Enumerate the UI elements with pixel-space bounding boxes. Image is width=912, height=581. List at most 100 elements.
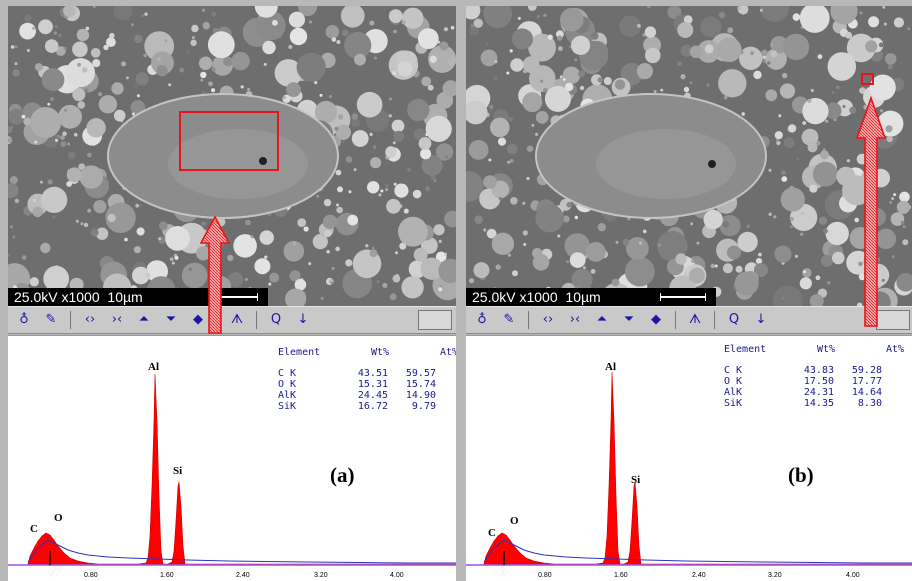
peak-up-icon[interactable]: ⏶	[596, 312, 608, 327]
particle	[772, 285, 803, 306]
particle	[382, 282, 388, 288]
particle	[802, 268, 812, 278]
spectrum-icon[interactable]: ᗑ	[230, 312, 244, 327]
particle	[660, 88, 664, 92]
particle	[483, 175, 497, 189]
particle	[288, 45, 293, 49]
particle	[165, 226, 190, 251]
particle	[73, 132, 78, 137]
particle	[468, 140, 489, 160]
expand-icon[interactable]: ‹›	[542, 312, 554, 327]
particle	[240, 85, 244, 89]
spectrum-icon[interactable]: ᗑ	[688, 312, 702, 327]
particle	[802, 98, 829, 125]
erase-icon[interactable]: ◆	[193, 312, 203, 327]
particle	[603, 77, 612, 85]
particle	[498, 197, 502, 201]
particle	[887, 63, 894, 70]
particle	[523, 69, 527, 74]
peak-down-icon[interactable]: ⏷	[623, 312, 635, 327]
brush-icon[interactable]: ✎	[503, 312, 515, 327]
particle	[746, 224, 751, 229]
particle	[296, 52, 326, 82]
spectrum-fill	[27, 373, 456, 565]
peak-label-si: Si	[173, 465, 182, 477]
particle	[491, 232, 515, 255]
particle	[566, 260, 570, 264]
particle	[87, 152, 92, 158]
particle	[73, 110, 77, 113]
particle	[571, 268, 593, 290]
zoom-icon[interactable]: Q	[728, 312, 740, 327]
brush-icon[interactable]: ✎	[45, 312, 57, 327]
erase-icon[interactable]: ◆	[651, 312, 661, 327]
particle	[335, 169, 342, 176]
analysis-area-rectangle[interactable]	[179, 111, 279, 171]
particle	[54, 25, 58, 29]
particle	[510, 197, 518, 205]
particle	[389, 293, 397, 301]
particle	[590, 32, 599, 40]
zoom-icon[interactable]: Q	[270, 312, 282, 327]
particle	[79, 165, 104, 189]
peak-up-icon[interactable]: ⏶	[138, 312, 150, 327]
spectrum-fill	[483, 371, 912, 565]
particle	[92, 6, 96, 8]
particle	[421, 76, 432, 87]
particle	[83, 222, 89, 228]
particle	[615, 240, 619, 244]
particle	[353, 168, 357, 172]
probe-icon[interactable]: ♁	[19, 312, 29, 327]
down-arrow-icon[interactable]: ↓	[755, 312, 767, 327]
particle	[535, 111, 549, 124]
peak-down-icon[interactable]: ⏷	[165, 312, 177, 327]
particle	[393, 182, 397, 186]
particle	[630, 85, 634, 89]
particle	[723, 95, 728, 100]
particle	[770, 50, 778, 58]
particle	[522, 230, 528, 236]
particle	[896, 200, 910, 214]
particle	[397, 61, 413, 77]
expand-icon[interactable]: ‹›	[84, 312, 96, 327]
particle	[435, 251, 447, 263]
particle	[399, 242, 407, 250]
toolbar-value-field[interactable]	[418, 310, 452, 330]
particle	[783, 137, 795, 149]
particle	[856, 302, 863, 306]
particle	[47, 179, 53, 185]
particle	[92, 59, 101, 68]
particle	[294, 278, 307, 291]
probe-icon[interactable]: ♁	[477, 312, 487, 327]
particle	[761, 49, 768, 56]
particle	[884, 53, 897, 65]
particle	[831, 91, 835, 95]
particle	[365, 244, 369, 248]
compress-icon[interactable]: ›‹	[569, 312, 581, 327]
table-row: O K 17.50 17.77	[724, 376, 882, 387]
particle	[391, 119, 405, 133]
particle	[43, 265, 70, 292]
particle	[186, 50, 190, 54]
particle	[401, 276, 424, 299]
particle	[211, 11, 217, 17]
particle	[41, 68, 65, 92]
toolbar-separator	[714, 311, 715, 329]
particle	[308, 262, 312, 266]
particle	[14, 62, 18, 66]
particle	[886, 136, 893, 143]
particle	[62, 131, 67, 136]
down-arrow-icon[interactable]: ↓	[297, 312, 309, 327]
particle	[231, 51, 250, 71]
analysis-point-square[interactable]	[861, 73, 874, 85]
particle	[535, 203, 564, 233]
x-tick-label: 1.60	[614, 572, 628, 579]
particle	[93, 200, 107, 214]
particle	[571, 35, 591, 55]
particle	[200, 71, 207, 79]
particle	[442, 80, 456, 97]
toolbar-a: ♁ ✎ ‹› ›‹ ⏶ ⏷ ◆ ᗑ Q ↓	[8, 306, 456, 334]
particle	[845, 31, 853, 39]
compress-icon[interactable]: ›‹	[111, 312, 123, 327]
particle	[493, 76, 498, 81]
